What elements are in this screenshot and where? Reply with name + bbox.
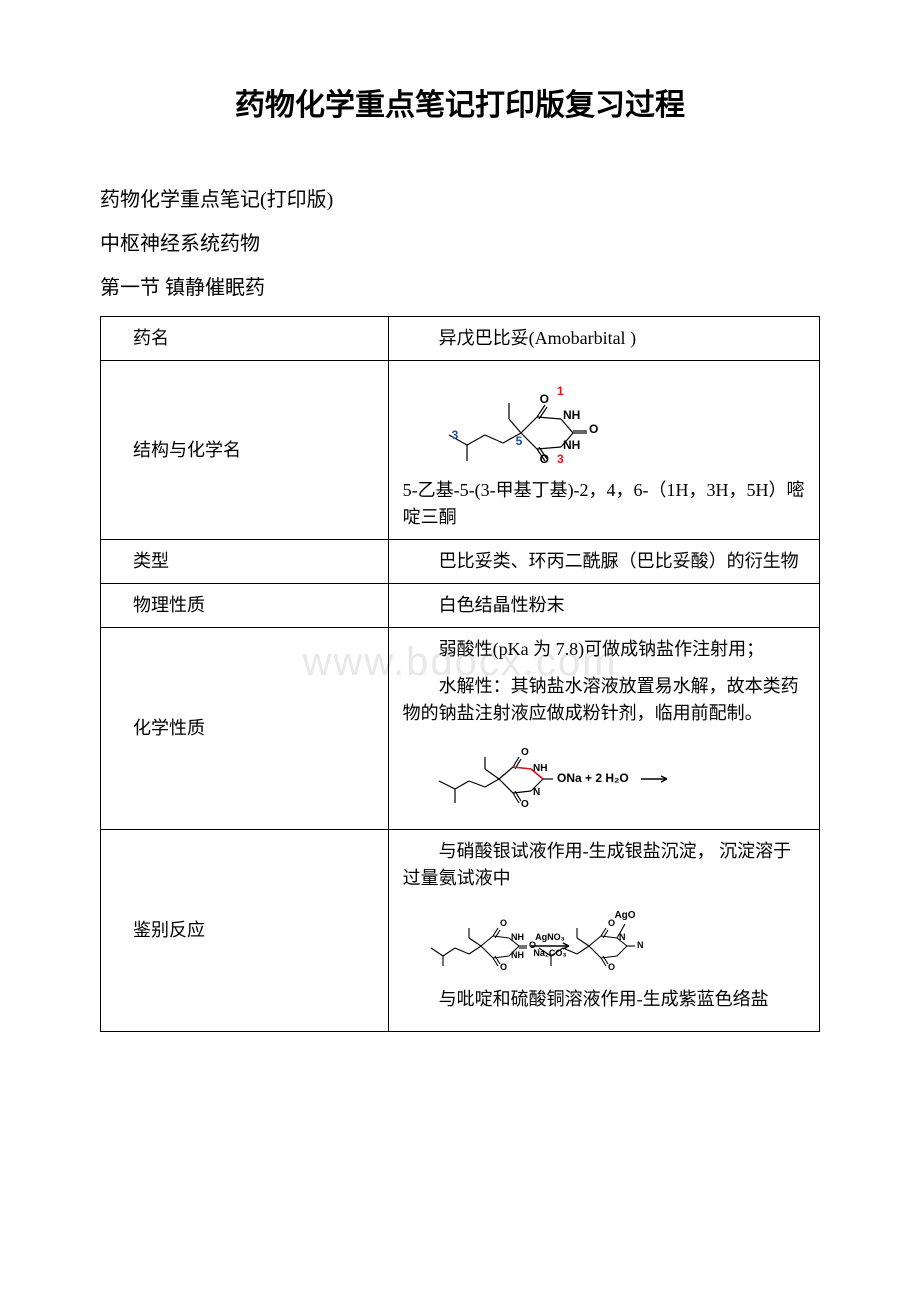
table-row: 物理性质 白色结晶性粉末	[101, 584, 820, 628]
row-label: 物理性质	[101, 584, 389, 628]
svg-text:NH: NH	[533, 763, 547, 774]
chem-para-1: 弱酸性(pKa 为 7.8)可做成钠盐作注射用；	[403, 636, 805, 663]
chem-para-2: 水解性：其钠盐水溶液放置易水解，故本类药物的钠盐注射液应做成粉针剂，临用前配制。	[403, 673, 805, 727]
svg-text:NH: NH	[563, 408, 580, 422]
row-value: 异戊巴比妥(Amobarbital )	[388, 317, 819, 361]
table-row: 鉴别反应 与硝酸银试液作用-生成银盐沉淀， 沉淀溶于过量氨试液中 O NH O NH O…	[101, 830, 820, 1032]
table-row: 化学性质 弱酸性(pKa 为 7.8)可做成钠盐作注射用； 水解性：其钠盐水溶液…	[101, 628, 820, 830]
iupac-name: 5-乙基-5-(3-甲基丁基)-2，4，6-（1H，3H，5H）嘧啶三酮	[403, 477, 805, 531]
intro-line-2: 中枢神经系统药物	[100, 228, 820, 260]
row-label: 结构与化学名	[101, 361, 389, 540]
ident-para-1: 与硝酸银试液作用-生成银盐沉淀， 沉淀溶于过量氨试液中	[403, 838, 805, 892]
drug-properties-table: 药名 异戊巴比妥(Amobarbital ) 结构与化学名 1ONHONH3O5…	[100, 316, 820, 1032]
row-label: 鉴别反应	[101, 830, 389, 1032]
svg-text:N: N	[533, 787, 540, 798]
svg-text:ONa + 2 H₂O: ONa + 2 H₂O	[557, 771, 629, 785]
table-row: 药名 异戊巴比妥(Amobarbital )	[101, 317, 820, 361]
svg-text:O: O	[521, 799, 529, 810]
row-label: 化学性质	[101, 628, 389, 830]
silver-reaction-svg: ONHONHOAgNO₃Na₂CO₃ONNOAgO	[403, 902, 663, 982]
page-title: 药物化学重点笔记打印版复习过程	[100, 80, 820, 124]
svg-text:O: O	[608, 962, 615, 972]
svg-text:AgNO₃: AgNO₃	[535, 932, 565, 942]
svg-text:O: O	[500, 918, 507, 928]
svg-text:NH: NH	[511, 950, 524, 960]
svg-text:NH: NH	[511, 932, 524, 942]
svg-text:O: O	[589, 422, 598, 436]
svg-text:3: 3	[451, 428, 458, 442]
intro-line-3: 第一节 镇静催眠药	[100, 272, 820, 304]
svg-text:O: O	[539, 392, 548, 406]
row-value: 巴比妥类、环丙二酰脲（巴比妥酸）的衍生物	[388, 540, 819, 584]
svg-text:3: 3	[557, 452, 564, 466]
table-row: 类型 巴比妥类、环丙二酰脲（巴比妥酸）的衍生物	[101, 540, 820, 584]
hydrolysis-reaction-svg: ONHNOONa + 2 H₂O	[403, 737, 683, 817]
table-row: 结构与化学名 1ONHONH3O53 5-乙基-5-(3-甲基丁基)-2，4，6…	[101, 361, 820, 540]
svg-text:N: N	[637, 940, 644, 950]
row-label: 药名	[101, 317, 389, 361]
intro-line-1: 药物化学重点笔记(打印版)	[100, 184, 820, 216]
svg-text:5: 5	[515, 434, 522, 448]
ident-para-2: 与吡啶和硫酸铜溶液作用-生成紫蓝色络盐	[403, 986, 805, 1013]
row-value-identification: 与硝酸银试液作用-生成银盐沉淀， 沉淀溶于过量氨试液中 O NH O NH O AgNO₃…	[388, 830, 819, 1032]
row-value-structure: 1ONHONH3O53 5-乙基-5-(3-甲基丁基)-2，4，6-（1H，3H…	[388, 361, 819, 540]
row-label: 类型	[101, 540, 389, 584]
svg-text:AgO: AgO	[614, 910, 635, 921]
svg-text:O: O	[521, 747, 529, 758]
svg-text:O: O	[500, 962, 507, 972]
row-value: 白色结晶性粉末	[388, 584, 819, 628]
document-content: 药物化学重点笔记打印版复习过程 药物化学重点笔记(打印版) 中枢神经系统药物 第…	[100, 80, 820, 1032]
svg-text:1: 1	[557, 384, 564, 398]
svg-text:NH: NH	[563, 438, 580, 452]
row-value-chemprops: 弱酸性(pKa 为 7.8)可做成钠盐作注射用； 水解性：其钠盐水溶液放置易水解…	[388, 628, 819, 830]
svg-text:O: O	[539, 452, 548, 466]
amobarbital-structure-svg: 1ONHONH3O53	[403, 373, 623, 473]
